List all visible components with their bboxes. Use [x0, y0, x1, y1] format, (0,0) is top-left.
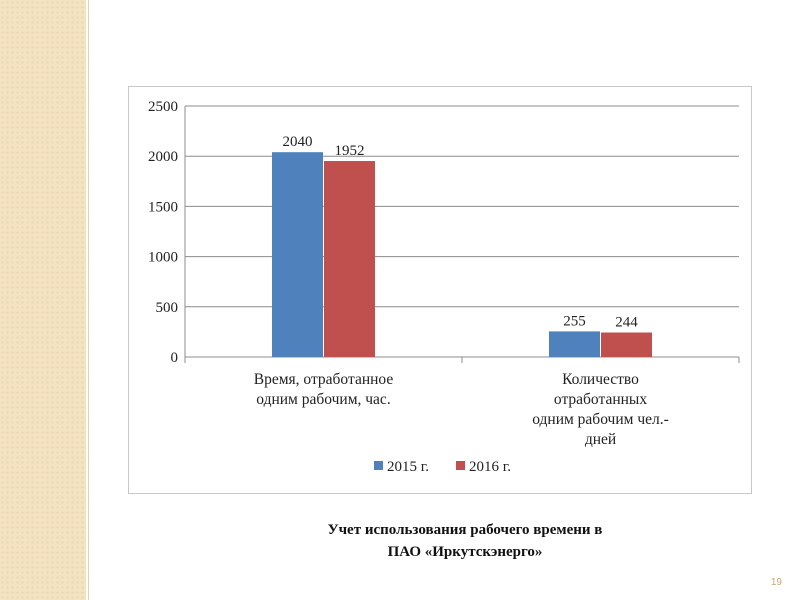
y-tick-label: 2500	[148, 99, 178, 115]
data-label: 244	[615, 315, 638, 331]
category-label: отработанных	[554, 391, 647, 408]
category-label: одним рабочим чел.-	[532, 411, 669, 428]
y-tick-label: 2000	[148, 149, 178, 165]
bar-chart: 0 500 1000 1500 2000 2500 2040 1952 Время, отраб…	[148, 99, 740, 475]
bar	[324, 161, 375, 357]
category-label: одним рабочим, час.	[256, 391, 390, 408]
category-label: Количество	[562, 371, 639, 388]
side-divider-line	[88, 0, 89, 600]
caption-line-1: Учет использования рабочего времени в	[327, 522, 603, 538]
decorative-side-strip	[0, 0, 86, 600]
caption-line-2: ПАО «Иркутскэнерго»	[387, 544, 543, 560]
y-tick-label: 500	[156, 300, 179, 316]
category-label: дней	[585, 431, 616, 448]
y-tick-label: 0	[171, 350, 179, 366]
data-label: 1952	[335, 143, 365, 159]
y-tick-label: 1500	[148, 199, 178, 215]
legend-swatch	[456, 461, 465, 470]
category-label: Время, отработанное	[254, 371, 394, 388]
y-tick-label: 1000	[148, 250, 178, 266]
legend-swatch	[374, 461, 383, 470]
legend-label: 2016 г.	[469, 459, 511, 475]
bar	[549, 331, 600, 357]
bar	[601, 332, 652, 357]
data-label: 2040	[283, 134, 313, 150]
bar	[272, 152, 323, 357]
chart-frame: 0 500 1000 1500 2000 2500 2040 1952 Время, отраб…	[128, 86, 752, 494]
data-label: 255	[563, 313, 586, 329]
legend-label: 2015 г.	[387, 459, 429, 475]
slide-number: 19	[770, 577, 782, 588]
